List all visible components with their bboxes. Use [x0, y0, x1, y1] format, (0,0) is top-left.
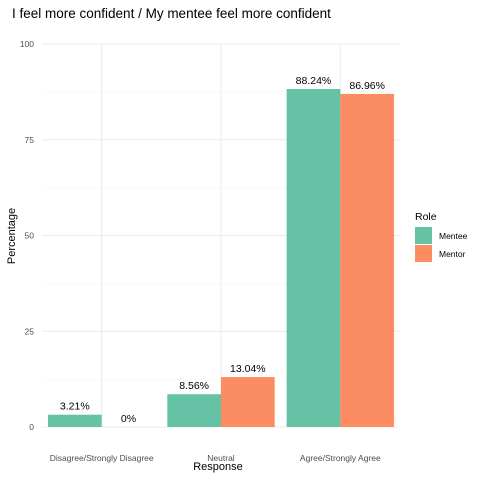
y-tick-label: 75 [25, 135, 35, 145]
data-labels: 3.21% 0% 8.56% 13.04% 88.24% 86.96% [60, 75, 385, 425]
x-axis-title: Response [193, 461, 243, 473]
y-axis-ticks: 0 25 50 75 100 [20, 39, 34, 432]
data-label: 0% [121, 413, 136, 425]
bar-mentor [221, 377, 275, 427]
bar-mentor [340, 93, 395, 427]
x-tick-label: Disagree/Strongly Disagree [50, 453, 154, 463]
legend-key-mentee [415, 227, 432, 244]
bars [47, 89, 395, 427]
x-axis-ticks: Disagree/Strongly Disagree Neutral Agree/S… [50, 453, 381, 463]
data-label: 88.24% [296, 75, 332, 87]
y-tick-label: 25 [25, 326, 35, 336]
chart-title: I feel more confident / My mentee feel m… [12, 6, 331, 21]
x-tick-label: Neutral [207, 453, 235, 463]
y-tick-label: 50 [25, 231, 35, 241]
data-label: 8.56% [179, 380, 209, 392]
y-tick-label: 0 [29, 422, 34, 432]
legend-label: Mentee [439, 231, 468, 241]
legend-label: Mentor [439, 249, 466, 259]
legend-title: Role [415, 211, 437, 223]
y-tick-label: 100 [20, 39, 34, 49]
bar-mentee [167, 394, 221, 427]
bar-mentee [286, 89, 341, 427]
bar-mentee [47, 414, 102, 427]
data-label: 86.96% [349, 80, 385, 92]
x-tick-label: Agree/Strongly Agree [300, 453, 381, 463]
legend: Role Mentee Mentor [415, 211, 468, 262]
data-label: 13.04% [230, 363, 266, 375]
y-axis-title: Percentage [6, 208, 18, 264]
data-label: 3.21% [60, 401, 90, 413]
legend-key-mentor [415, 245, 432, 262]
